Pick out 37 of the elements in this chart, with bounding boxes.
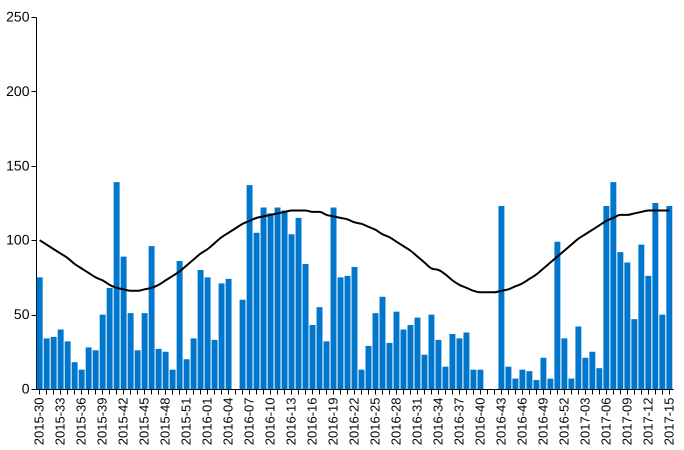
x-tick-label: 2015-39 xyxy=(94,398,110,446)
x-tick-label: 2017-06 xyxy=(598,398,614,446)
x-tick-label: 2016-31 xyxy=(409,398,424,446)
x-tick-label: 2017-12 xyxy=(640,398,656,446)
x-tick-label: 2015-48 xyxy=(158,398,173,446)
x-tick-label: 2016-49 xyxy=(535,398,550,446)
x-tick-label: 2015-33 xyxy=(52,398,68,446)
x-tick-label: 2016-25 xyxy=(367,398,382,446)
x-tick-label: 2016-28 xyxy=(388,398,404,446)
x-tick-label: 2016-22 xyxy=(346,398,362,446)
x-tick-label: 2015-30 xyxy=(32,398,47,446)
y-tick-label: 0 xyxy=(22,380,30,396)
x-tick-label: 2015-45 xyxy=(136,398,152,446)
x-tick-label: 2016-16 xyxy=(304,398,320,446)
x-tick-label: 2017-15 xyxy=(661,398,676,446)
x-tick-label: 2017-03 xyxy=(577,398,592,446)
y-tick-label: 150 xyxy=(6,157,30,174)
x-tick-label: 2016-04 xyxy=(220,398,236,446)
y-tick-label: 250 xyxy=(6,8,30,24)
x-tick-label: 2015-36 xyxy=(74,398,89,446)
x-tick-label: 2016-40 xyxy=(472,398,488,446)
y-tick-label: 50 xyxy=(14,306,30,322)
x-tick-label: 2016-52 xyxy=(556,398,572,446)
y-tick-label: 100 xyxy=(6,232,30,248)
x-tick-label: 2016-01 xyxy=(200,398,215,446)
x-tick-label: 2016-19 xyxy=(326,398,341,446)
x-tick-label: 2016-43 xyxy=(493,398,508,446)
x-tick-label: 2015-51 xyxy=(178,398,194,446)
x-tick-label: 2016-34 xyxy=(430,398,446,446)
x-tick-label: 2016-13 xyxy=(284,398,299,446)
x-tick-label: 2016-10 xyxy=(262,398,278,446)
x-tick-label: 2016-46 xyxy=(514,398,530,446)
x-tick-label: 2015-42 xyxy=(116,398,131,446)
x-tick-label: 2016-37 xyxy=(451,398,466,446)
x-tick-label: 2017-09 xyxy=(619,398,634,446)
x-tick-label: 2016-07 xyxy=(242,398,257,446)
y-tick-label: 200 xyxy=(6,82,30,99)
